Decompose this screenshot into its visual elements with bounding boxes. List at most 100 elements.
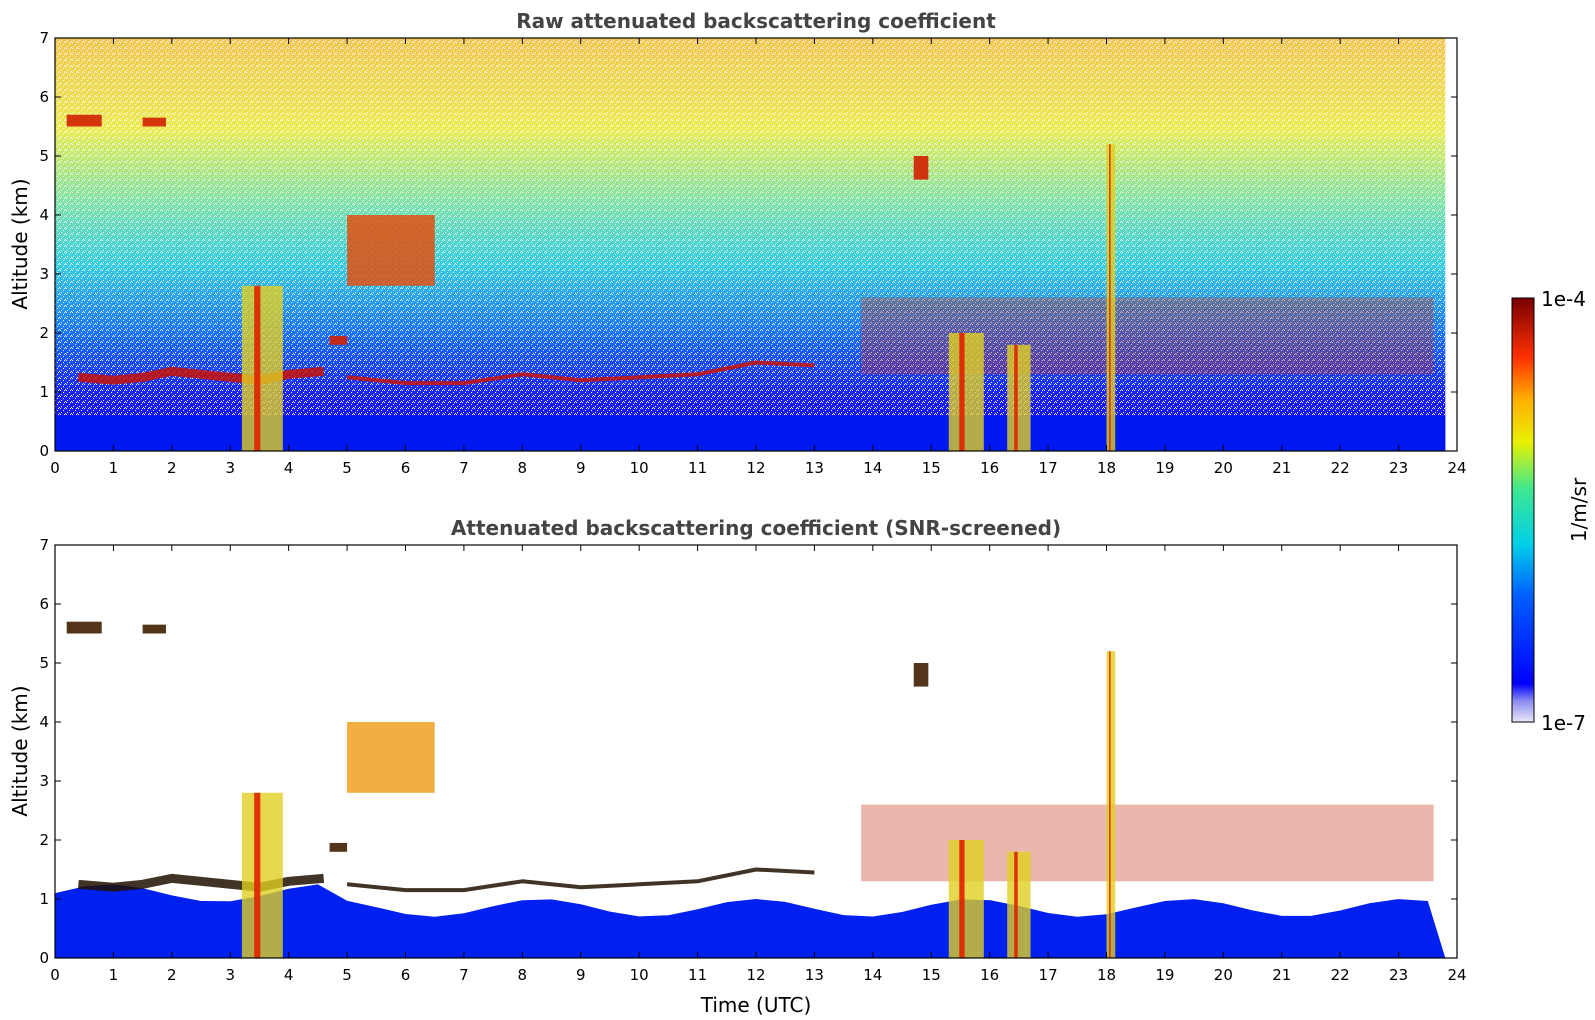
x-tick-label: 8 — [518, 459, 528, 477]
cumulus-field — [861, 297, 1434, 375]
y-tick-label: 3 — [39, 772, 49, 790]
x-tick-label: 11 — [688, 966, 707, 984]
y-tick-label: 3 — [39, 265, 49, 283]
panel-title: Attenuated backscattering coefficient (S… — [451, 516, 1061, 540]
x-tick-label: 22 — [1331, 459, 1350, 477]
x-tick-label: 19 — [1155, 966, 1174, 984]
x-tick-label: 4 — [284, 966, 294, 984]
y-tick-label: 4 — [39, 206, 49, 224]
x-axis-label: Time (UTC) — [700, 993, 812, 1017]
y-tick-label: 5 — [39, 654, 49, 672]
precipitation — [1106, 144, 1116, 451]
y-axis-label: Altitude (km) — [8, 685, 32, 816]
y-tick-label: 0 — [39, 949, 49, 967]
x-tick-label: 9 — [576, 966, 586, 984]
x-tick-label: 18 — [1097, 459, 1116, 477]
x-tick-label: 4 — [284, 459, 294, 477]
x-tick-label: 0 — [50, 966, 60, 984]
y-tick-label: 2 — [39, 831, 49, 849]
x-tick-label: 3 — [225, 459, 235, 477]
colorbar: 1e-4 1e-7 1/m/sr — [1511, 287, 1591, 735]
snr-screened-panel: Attenuated backscattering coefficient (S… — [8, 516, 1467, 1017]
x-tick-label: 6 — [401, 966, 411, 984]
x-tick-label: 24 — [1447, 966, 1466, 984]
x-tick-label: 21 — [1272, 966, 1291, 984]
aerosol-layer — [347, 722, 435, 793]
precipitation-core — [1014, 344, 1018, 451]
cloud — [913, 663, 929, 687]
residual-layer — [346, 360, 815, 386]
colorbar-gradient — [1511, 297, 1535, 723]
x-tick-label: 12 — [746, 966, 765, 984]
x-tick-label: 1 — [109, 459, 119, 477]
y-tick-label: 5 — [39, 147, 49, 165]
x-tick-label: 5 — [342, 966, 352, 984]
x-tick-label: 8 — [518, 966, 528, 984]
precipitation-core — [254, 792, 261, 958]
y-tick-label: 6 — [39, 88, 49, 106]
cloud — [66, 114, 102, 127]
y-tick-label: 6 — [39, 595, 49, 613]
x-tick-label: 10 — [630, 966, 649, 984]
y-tick-label: 7 — [39, 536, 49, 554]
cloud — [913, 156, 929, 180]
x-tick-label: 13 — [805, 966, 824, 984]
colorbar-unit-label: 1/m/sr — [1567, 477, 1591, 542]
x-tick-label: 0 — [50, 459, 60, 477]
cloud — [66, 621, 102, 634]
noise-speckle — [55, 38, 1446, 416]
x-tick-label: 22 — [1331, 966, 1350, 984]
precipitation-core — [959, 840, 965, 958]
x-tick-label: 14 — [863, 459, 882, 477]
near-surface-layer — [55, 415, 1446, 451]
x-tick-label: 2 — [167, 459, 177, 477]
x-tick-label: 15 — [922, 459, 941, 477]
x-tick-label: 16 — [980, 966, 999, 984]
x-tick-label: 1 — [109, 966, 119, 984]
y-tick-label: 1 — [39, 383, 49, 401]
x-tick-label: 2 — [167, 966, 177, 984]
x-tick-label: 11 — [688, 459, 707, 477]
heatmap-field — [55, 38, 1446, 451]
x-tick-label: 15 — [922, 966, 941, 984]
heatmap-field — [55, 884, 1446, 958]
x-tick-label: 5 — [342, 459, 352, 477]
colorbar-max-label: 1e-4 — [1541, 287, 1586, 311]
x-tick-label: 21 — [1272, 459, 1291, 477]
x-tick-label: 7 — [459, 966, 469, 984]
x-tick-label: 17 — [1039, 459, 1058, 477]
precipitation — [1106, 651, 1116, 958]
precipitation — [1007, 344, 1031, 451]
raw-backscatter-panel: Raw attenuated backscattering coefficien… — [8, 9, 1467, 477]
x-tick-label: 19 — [1155, 459, 1174, 477]
x-tick-label: 24 — [1447, 459, 1466, 477]
precipitation-core — [1109, 651, 1111, 958]
y-tick-label: 7 — [39, 29, 49, 47]
y-tick-label: 1 — [39, 890, 49, 908]
precipitation — [1007, 851, 1031, 958]
x-tick-label: 14 — [863, 966, 882, 984]
precipitation-core — [959, 333, 965, 451]
x-tick-label: 20 — [1214, 459, 1233, 477]
screened-boundary-layer — [55, 884, 1446, 958]
heatmap-features — [66, 621, 1434, 958]
heatmap-features — [66, 114, 1434, 451]
y-axis: 0 1 2 3 4 5 6 7 — [39, 536, 1457, 967]
x-tick-label: 20 — [1214, 966, 1233, 984]
x-axis: 0 1 2 3 4 5 6 7 8 9 10 11 12 13 14 15 16 17 18 19 20 21 22 23 24 — [50, 545, 1467, 984]
x-tick-label: 17 — [1039, 966, 1058, 984]
x-axis: 0 1 2 3 4 5 6 7 8 9 10 11 12 13 14 15 16 17 18 19 20 21 22 23 24 — [50, 38, 1467, 477]
panel-title: Raw attenuated backscattering coefficien… — [516, 9, 996, 33]
y-axis: 0 1 2 3 4 5 6 7 — [39, 29, 1457, 460]
precipitation — [948, 840, 984, 958]
x-tick-label: 9 — [576, 459, 586, 477]
x-tick-label: 23 — [1389, 966, 1408, 984]
precipitation — [241, 285, 283, 451]
precipitation — [241, 792, 283, 958]
x-tick-label: 10 — [630, 459, 649, 477]
y-tick-label: 2 — [39, 324, 49, 342]
x-tick-label: 13 — [805, 459, 824, 477]
precipitation-core — [254, 285, 261, 451]
y-tick-label: 0 — [39, 442, 49, 460]
